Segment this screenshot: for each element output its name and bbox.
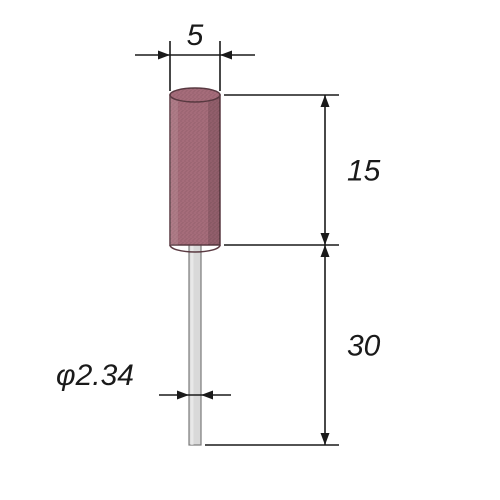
technical-drawing: 5 15 30 φ2.34	[0, 0, 500, 500]
dim-label-shaft-length: 30	[347, 330, 381, 363]
dim-label-shaft-diameter: φ2.34	[56, 359, 134, 392]
dim-label-head-diameter: 5	[187, 19, 204, 52]
dim-label-head-length: 15	[347, 155, 381, 188]
